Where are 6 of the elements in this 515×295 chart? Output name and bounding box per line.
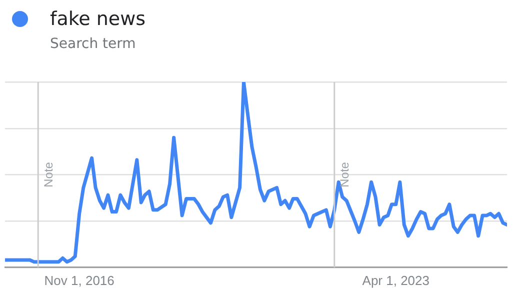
ref-line-label: Note [41, 162, 56, 188]
x-tick-label: Apr 1, 2023 [362, 272, 430, 288]
x-tick-label: Nov 1, 2016 [44, 272, 114, 288]
legend-label: fake news [50, 8, 146, 30]
chart-subtitle: Search term [50, 36, 137, 52]
ref-line-label: Note [338, 162, 352, 188]
